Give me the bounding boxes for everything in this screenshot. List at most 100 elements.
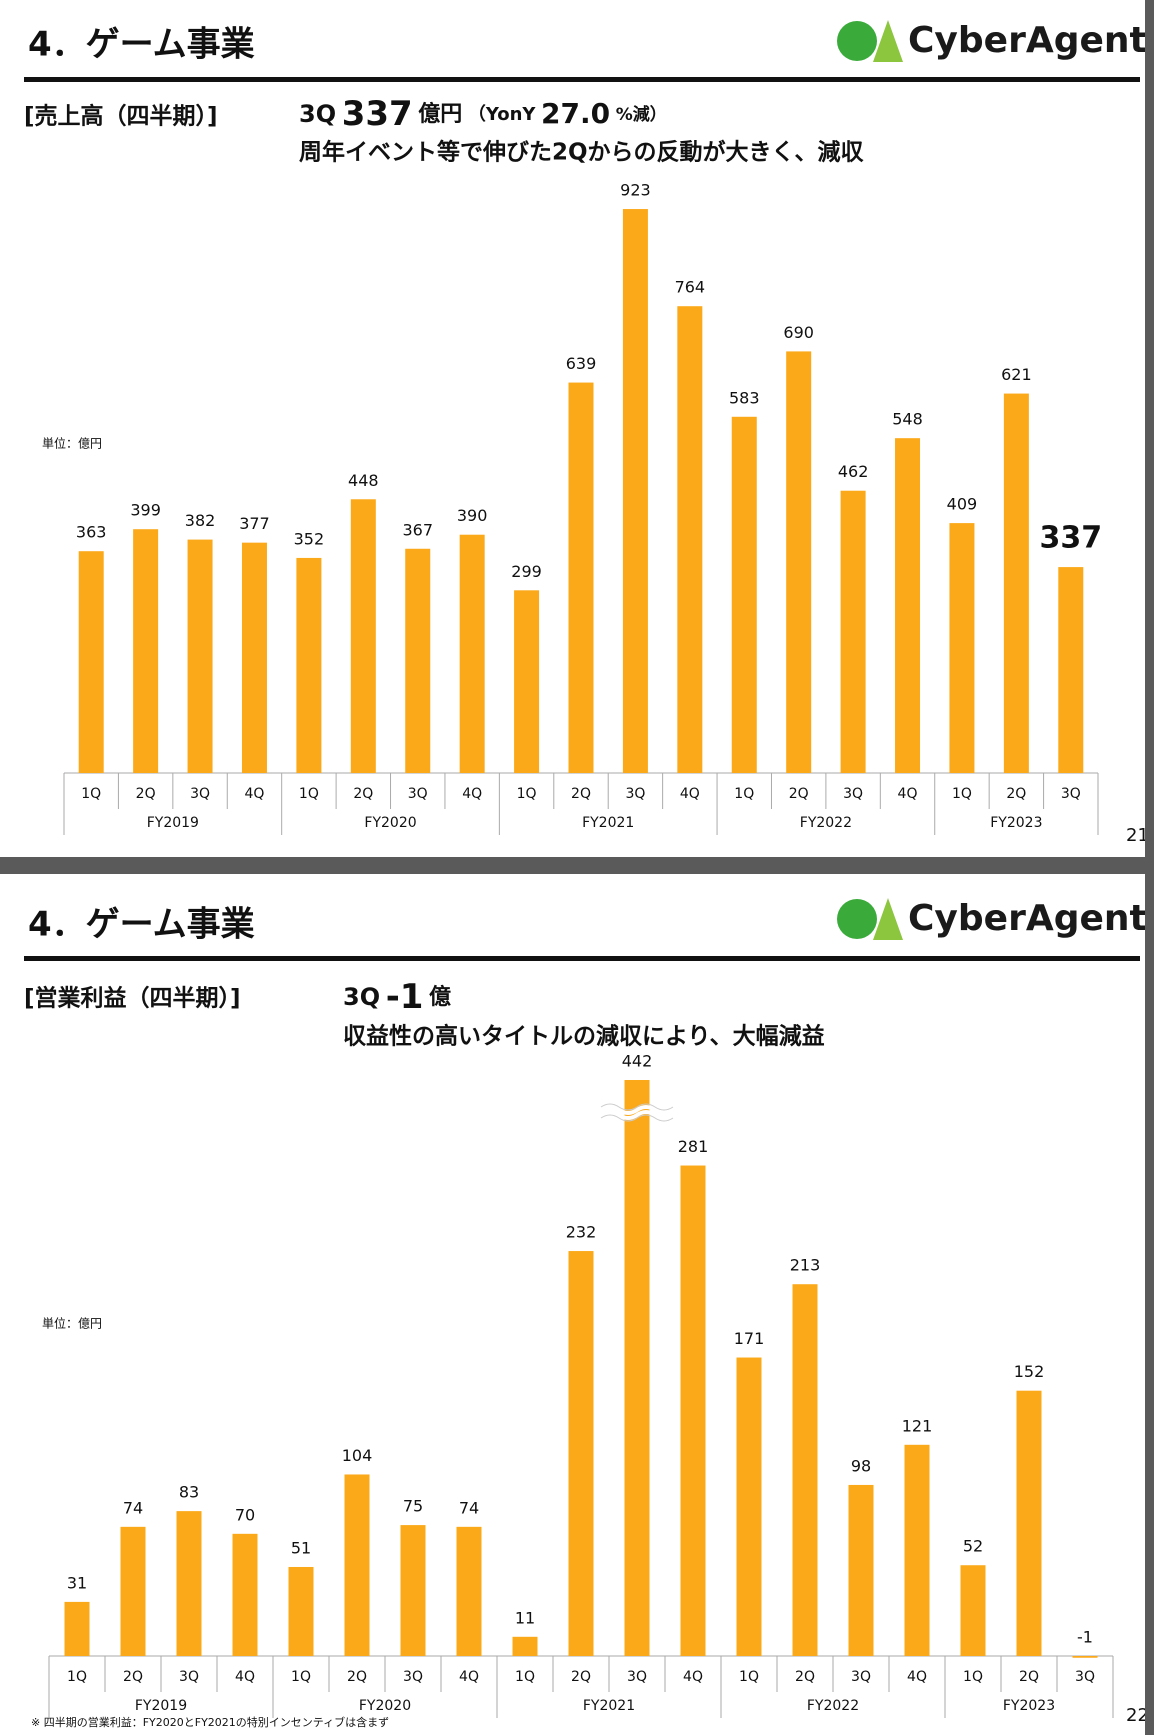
value-label: 442 — [622, 1052, 653, 1071]
bar — [1072, 1656, 1098, 1658]
logo-text: CyberAgent — [908, 20, 1145, 61]
x-tick-label: 2Q — [795, 1669, 815, 1685]
x-tick-label: 4Q — [462, 786, 482, 802]
bar — [296, 557, 322, 773]
bar — [241, 542, 267, 773]
group-label: FY2019 — [147, 815, 199, 831]
value-label: 399 — [130, 501, 161, 520]
value-label: 83 — [179, 1483, 199, 1502]
axis-break — [599, 1105, 675, 1120]
headline-part: 億円 — [418, 101, 462, 127]
value-label: 232 — [566, 1223, 597, 1242]
logo-mark — [873, 898, 903, 940]
bar — [677, 306, 703, 773]
x-tick-label: 2Q — [123, 1669, 143, 1685]
headline: 3Q 337 億円 （YonY 27.0 %減） — [299, 94, 667, 134]
bar — [514, 590, 540, 773]
bar — [960, 1565, 986, 1656]
x-tick-label: 1Q — [81, 786, 101, 802]
heading: 4．ゲーム事業 — [28, 905, 255, 945]
headline-part: （YonY — [468, 104, 537, 125]
value-label: 548 — [892, 410, 923, 429]
value-label: 121 — [902, 1416, 933, 1435]
value-label: 382 — [185, 511, 216, 530]
value-label: 639 — [566, 354, 597, 373]
bar — [680, 1165, 706, 1656]
value-label: 583 — [729, 388, 760, 407]
chart-title: [売上高（四半期）] — [24, 103, 218, 130]
bar — [176, 1511, 202, 1656]
x-tick-label: 1Q — [517, 786, 537, 802]
bar — [187, 539, 213, 773]
slide: 4．ゲーム事業 CyberAgent [売上高（四半期）] 3Q 337 億円 … — [0, 0, 1145, 857]
group-label: FY2021 — [582, 815, 634, 831]
bar — [624, 1080, 650, 1656]
x-tick-label: 4Q — [459, 1669, 479, 1685]
x-tick-label: 2Q — [571, 786, 591, 802]
value-label: 281 — [678, 1137, 709, 1156]
value-label: 104 — [342, 1446, 373, 1465]
logo-mark — [873, 20, 903, 62]
value-label: 213 — [790, 1256, 821, 1275]
x-tick-label: 3Q — [851, 1669, 871, 1685]
value-label: 171 — [734, 1329, 765, 1348]
header-rule — [24, 77, 1140, 82]
unit-label: 単位：億円 — [42, 436, 102, 451]
x-tick-label: 3Q — [1075, 1669, 1095, 1685]
bar — [456, 1526, 482, 1656]
x-tick-label: 3Q — [625, 786, 645, 802]
bar — [288, 1566, 314, 1656]
bar — [731, 416, 757, 773]
group-label: FY2021 — [583, 1698, 635, 1714]
page-number: 21 — [1126, 825, 1145, 846]
bar — [405, 548, 431, 773]
value-label: 52 — [963, 1537, 983, 1556]
headline-part: 337 — [342, 94, 413, 134]
x-tick-label: 3Q — [190, 786, 210, 802]
slide: 4．ゲーム事業 CyberAgent [営業利益（四半期）] 3Q -1 億 収… — [0, 874, 1145, 1735]
bar — [904, 1444, 930, 1656]
group-label: FY2023 — [990, 815, 1042, 831]
x-tick-label: 4Q — [680, 786, 700, 802]
slide-canvas: 4．ゲーム事業 CyberAgent [売上高（四半期）] 3Q 337 億円 … — [24, 20, 1145, 846]
headline: 3Q -1 億 — [343, 977, 451, 1017]
value-label: 75 — [403, 1497, 423, 1516]
group-label: FY2020 — [364, 815, 416, 831]
logo: CyberAgent — [837, 898, 1145, 940]
bar — [568, 382, 594, 773]
logo-mark — [837, 899, 877, 939]
x-tick-label: 1Q — [67, 1669, 87, 1685]
bar — [133, 529, 159, 773]
bar — [949, 523, 975, 773]
x-tick-label: 3Q — [1061, 786, 1081, 802]
group-label: FY2020 — [359, 1698, 411, 1714]
unit-label: 単位：億円 — [42, 1316, 102, 1331]
x-tick-label: 2Q — [136, 786, 156, 802]
x-tick-label: 1Q — [291, 1669, 311, 1685]
value-label: 390 — [457, 506, 488, 525]
x-tick-label: 3Q — [179, 1669, 199, 1685]
x-tick-label: 3Q — [403, 1669, 423, 1685]
value-label: 74 — [123, 1498, 143, 1517]
bar — [736, 1357, 762, 1656]
value-label: 51 — [291, 1538, 311, 1557]
chart-title: [営業利益（四半期）] — [24, 985, 241, 1012]
bar — [622, 209, 648, 773]
value-label: 11 — [515, 1608, 535, 1627]
footnote: ※ 四半期の営業利益：FY2020とFY2021の特別インセンティブは含まず — [31, 1715, 389, 1729]
slide-canvas: 4．ゲーム事業 CyberAgent [営業利益（四半期）] 3Q -1 億 収… — [24, 898, 1145, 1729]
bar — [78, 551, 104, 773]
bar — [400, 1525, 426, 1656]
x-tick-label: 3Q — [627, 1669, 647, 1685]
headline-part: -1 — [386, 977, 424, 1017]
heading: 4．ゲーム事業 — [28, 25, 255, 65]
value-label: 70 — [235, 1505, 255, 1524]
bar — [512, 1636, 538, 1656]
bar — [792, 1284, 818, 1656]
bar — [232, 1533, 258, 1656]
bar — [120, 1526, 146, 1656]
bar — [1058, 567, 1084, 773]
x-tick-label: 3Q — [408, 786, 428, 802]
value-label: 74 — [459, 1498, 479, 1517]
